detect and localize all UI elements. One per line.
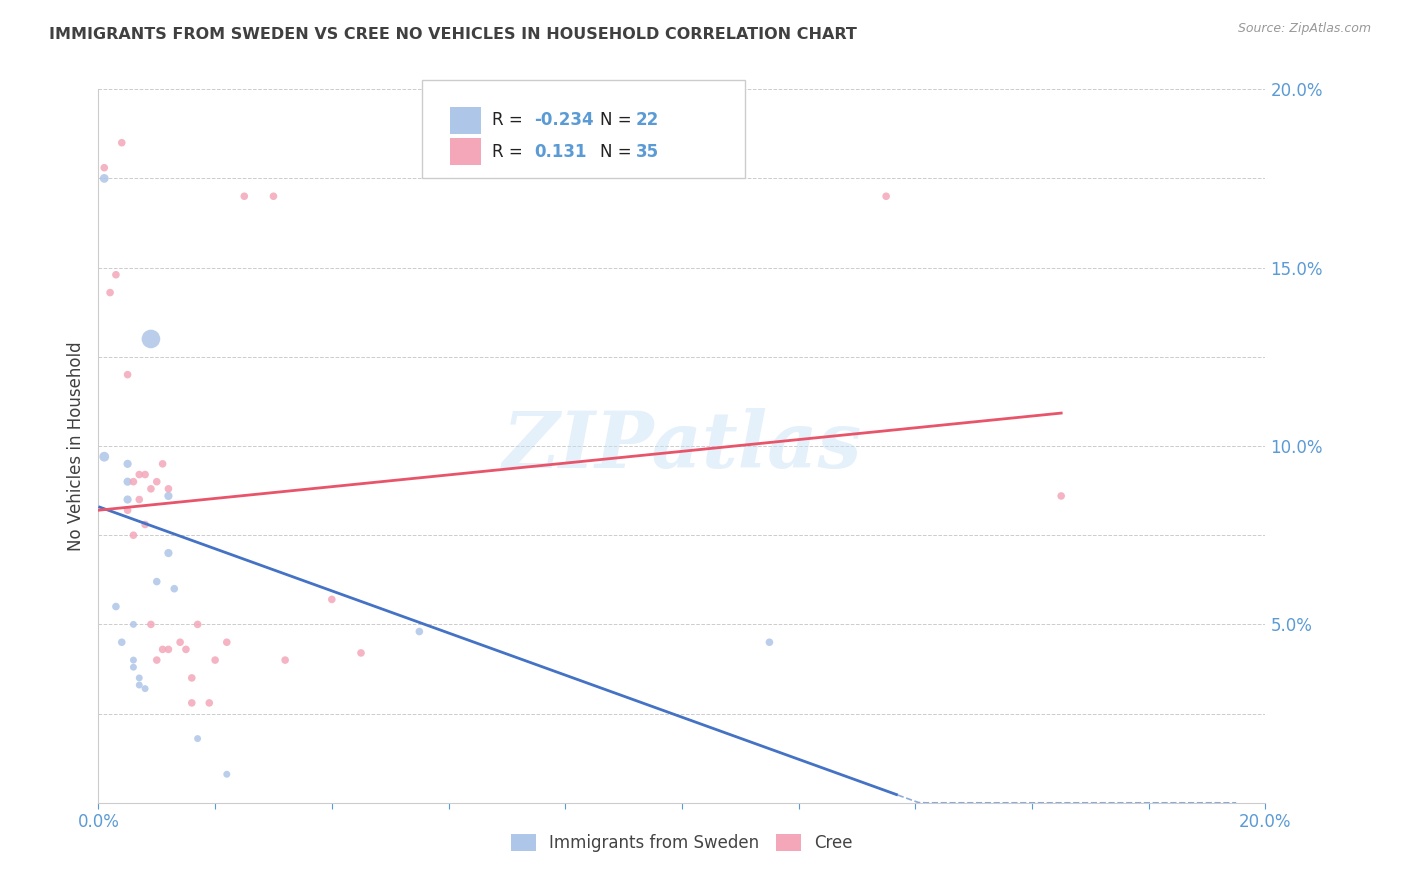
Point bbox=[146, 653, 169, 667]
Point bbox=[152, 642, 174, 657]
Point bbox=[98, 285, 121, 300]
Legend: Immigrants from Sweden, Cree: Immigrants from Sweden, Cree bbox=[505, 827, 859, 859]
Point bbox=[134, 681, 156, 696]
Point bbox=[122, 653, 145, 667]
Point bbox=[204, 653, 226, 667]
Point bbox=[128, 492, 150, 507]
Point bbox=[350, 646, 373, 660]
Point bbox=[134, 467, 156, 482]
Point bbox=[117, 368, 139, 382]
Point bbox=[157, 546, 180, 560]
Point bbox=[146, 574, 169, 589]
Point bbox=[215, 635, 238, 649]
Point bbox=[187, 731, 209, 746]
Text: 0.131: 0.131 bbox=[534, 143, 586, 161]
Point bbox=[215, 767, 238, 781]
Point bbox=[157, 642, 180, 657]
Text: ZIPatlas: ZIPatlas bbox=[502, 408, 862, 484]
Text: 22: 22 bbox=[636, 112, 659, 129]
Point bbox=[122, 475, 145, 489]
Point bbox=[163, 582, 186, 596]
Point bbox=[111, 136, 134, 150]
Point bbox=[758, 635, 780, 649]
Point bbox=[157, 489, 180, 503]
Point bbox=[408, 624, 430, 639]
Point bbox=[117, 492, 139, 507]
Text: 35: 35 bbox=[636, 143, 658, 161]
Text: R =: R = bbox=[492, 112, 529, 129]
Point bbox=[128, 671, 150, 685]
Point bbox=[128, 467, 150, 482]
Text: IMMIGRANTS FROM SWEDEN VS CREE NO VEHICLES IN HOUSEHOLD CORRELATION CHART: IMMIGRANTS FROM SWEDEN VS CREE NO VEHICL… bbox=[49, 27, 858, 42]
Point bbox=[262, 189, 284, 203]
Point bbox=[139, 332, 162, 346]
Point bbox=[104, 599, 127, 614]
Point bbox=[198, 696, 221, 710]
Point bbox=[104, 268, 127, 282]
Point bbox=[146, 475, 169, 489]
Point bbox=[274, 653, 297, 667]
Point bbox=[875, 189, 897, 203]
Point bbox=[139, 482, 162, 496]
Point bbox=[122, 617, 145, 632]
Point bbox=[180, 696, 202, 710]
Point bbox=[117, 503, 139, 517]
Y-axis label: No Vehicles in Household: No Vehicles in Household bbox=[66, 341, 84, 551]
Point bbox=[157, 482, 180, 496]
Point bbox=[321, 592, 343, 607]
Point bbox=[117, 475, 139, 489]
Text: N =: N = bbox=[600, 112, 637, 129]
Point bbox=[93, 450, 115, 464]
Point bbox=[93, 161, 115, 175]
Point bbox=[174, 642, 197, 657]
Point bbox=[1050, 489, 1073, 503]
Point bbox=[139, 617, 162, 632]
Point bbox=[111, 635, 134, 649]
Point bbox=[134, 517, 156, 532]
Point bbox=[93, 171, 115, 186]
Text: -0.234: -0.234 bbox=[534, 112, 593, 129]
Point bbox=[180, 671, 202, 685]
Text: R =: R = bbox=[492, 143, 529, 161]
Point bbox=[122, 528, 145, 542]
Text: N =: N = bbox=[600, 143, 637, 161]
Point bbox=[117, 457, 139, 471]
Point bbox=[169, 635, 191, 649]
Text: Source: ZipAtlas.com: Source: ZipAtlas.com bbox=[1237, 22, 1371, 36]
Point bbox=[187, 617, 209, 632]
Point bbox=[122, 660, 145, 674]
Point bbox=[152, 457, 174, 471]
Point bbox=[128, 678, 150, 692]
Point bbox=[233, 189, 256, 203]
